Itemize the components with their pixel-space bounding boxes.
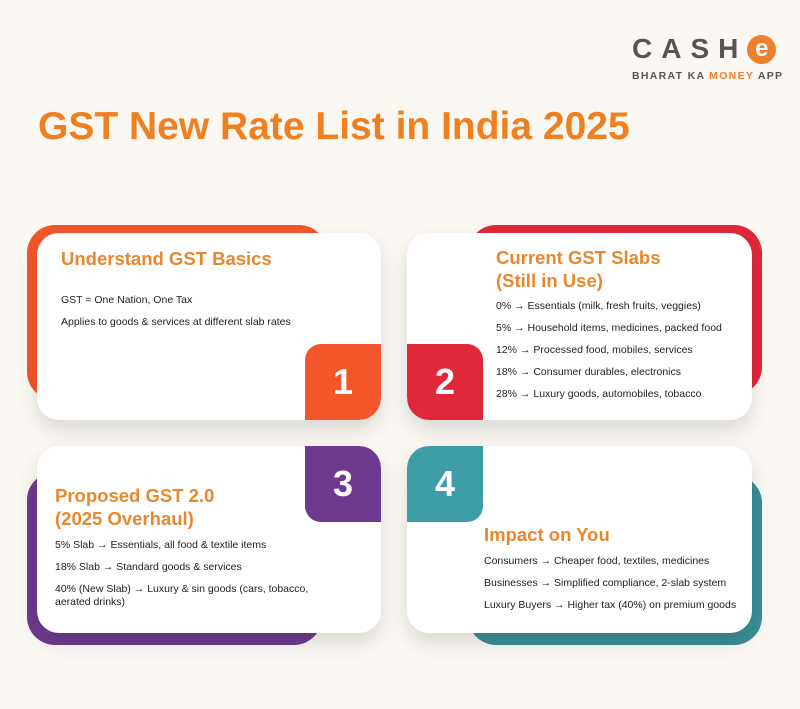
- card-gst-2: Proposed GST 2.0 (2025 Overhaul) 5% Slab …: [37, 446, 381, 633]
- heading-line: Current GST Slabs: [496, 247, 661, 268]
- card-impact: Impact on You Consumers → Cheaper food, …: [407, 446, 752, 633]
- card-heading: Understand GST Basics: [61, 248, 272, 269]
- card-number-1: 1: [305, 344, 381, 420]
- card-line: Luxury Buyers → Higher tax (40%) on prem…: [484, 599, 737, 611]
- card-lines: 0% → Essentials (milk, fresh fruits, veg…: [496, 300, 722, 410]
- card-line: 18% Slab → Standard goods & services: [55, 561, 242, 573]
- card-lines: GST = One Nation, One Tax Applies to goo…: [61, 294, 291, 338]
- logo-tagline: BHARAT KA MONEY APP: [632, 70, 782, 82]
- card-number-2: 2: [407, 344, 483, 420]
- logo-wordmark: CASH e: [632, 33, 782, 65]
- card-line: Consumers → Cheaper food, textiles, medi…: [484, 555, 710, 567]
- card-number-4: 4: [407, 446, 483, 522]
- logo-e-icon: e: [747, 34, 777, 64]
- heading-line: (2025 Overhaul): [55, 508, 194, 529]
- cashe-logo: CASH e BHARAT KA MONEY APP: [632, 33, 782, 82]
- card-line: 12% → Processed food, mobiles, services: [496, 344, 693, 356]
- card-heading: Proposed GST 2.0 (2025 Overhaul): [55, 484, 214, 530]
- card-current-slabs: Current GST Slabs (Still in Use) 0% → Ess…: [407, 233, 752, 420]
- card-lines: 5% Slab → Essentials, all food & textile…: [55, 539, 345, 618]
- tag-part: APP: [754, 70, 784, 82]
- logo-word: CASH: [632, 33, 748, 64]
- heading-line: Proposed GST 2.0: [55, 485, 215, 506]
- heading-line: (Still in Use): [496, 270, 603, 291]
- page-title: GST New Rate List in India 2025: [38, 105, 630, 148]
- card-line: 28% → Luxury goods, automobiles, tobacco: [496, 388, 702, 400]
- card-heading: Current GST Slabs (Still in Use): [496, 246, 660, 292]
- card-line: Applies to goods & services at different…: [61, 316, 291, 328]
- card-line: 0% → Essentials (milk, fresh fruits, veg…: [496, 300, 701, 312]
- card-line: 5% Slab → Essentials, all food & textile…: [55, 539, 267, 551]
- card-heading: Impact on You: [484, 524, 610, 545]
- card-line: 18% → Consumer durables, electronics: [496, 366, 682, 378]
- card-line: Businesses → Simplified compliance, 2-sl…: [484, 577, 727, 589]
- card-line: 40% (New Slab) → Luxury & sin goods (car…: [55, 583, 309, 608]
- card-line: GST = One Nation, One Tax: [61, 294, 193, 306]
- tag-part: BHARAT KA: [632, 70, 710, 82]
- card-lines: Consumers → Cheaper food, textiles, medi…: [484, 555, 736, 621]
- card-number-3: 3: [305, 446, 381, 522]
- card-gst-basics: Understand GST Basics GST = One Nation, …: [37, 233, 381, 420]
- card-line: 5% → Household items, medicines, packed …: [496, 322, 722, 334]
- tag-highlight: MONEY: [709, 70, 754, 82]
